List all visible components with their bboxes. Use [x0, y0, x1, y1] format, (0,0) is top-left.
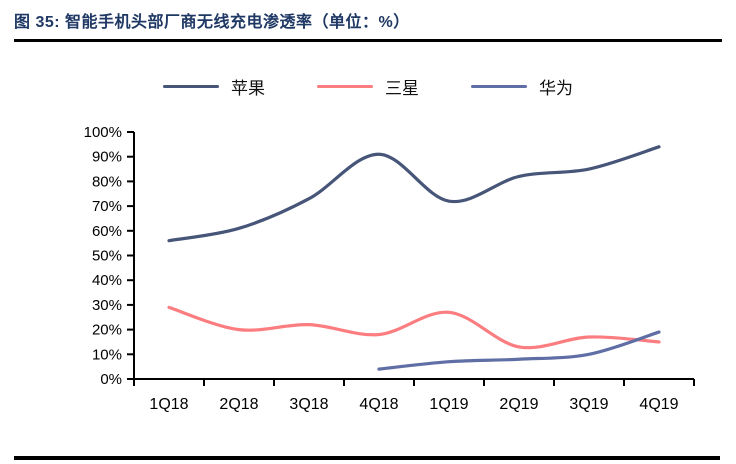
chart-svg: 0% 10% 20% 30% 40% 50% 60% 70% 80% 90% 100% 1Q18 2Q1…	[84, 124, 695, 413]
legend-item-huawei: 华为	[471, 74, 573, 99]
y-tick-label: 50%	[92, 248, 122, 265]
series-line-1	[167, 305, 661, 350]
y-tick-label: 10%	[92, 346, 122, 363]
x-tick-label: 3Q19	[569, 396, 608, 413]
chart-legend: 苹果 三星 华为	[0, 74, 736, 99]
figure-header: 图 35: 智能手机头部厂商无线充电渗透率（单位：%）	[14, 6, 722, 42]
y-tick-label: 30%	[92, 297, 122, 314]
legend-line-swatch-apple	[163, 85, 219, 88]
y-tick-label: 80%	[92, 173, 122, 190]
series-line-2	[377, 330, 661, 371]
x-tick-label: 4Q18	[359, 396, 398, 413]
y-tick-label: 100%	[84, 124, 122, 141]
y-tick-label: 70%	[92, 198, 122, 215]
legend-label-huawei: 华为	[539, 79, 573, 98]
x-tick-label: 3Q18	[289, 396, 328, 413]
legend-item-apple: 苹果	[163, 74, 265, 99]
y-tick-label: 40%	[92, 272, 122, 289]
legend-line-swatch-samsung	[317, 85, 373, 88]
legend-item-samsung: 三星	[317, 74, 419, 99]
y-tick-label: 60%	[92, 223, 122, 240]
bottom-rule	[14, 456, 720, 460]
series-line-0	[167, 145, 661, 243]
x-tick-label: 1Q19	[429, 396, 468, 413]
x-tick-label: 2Q18	[219, 396, 258, 413]
figure-title: 图 35: 智能手机头部厂商无线充电渗透率（单位：%）	[14, 14, 410, 31]
axes	[133, 132, 694, 380]
y-tick-label: 20%	[92, 322, 122, 339]
y-tick-label: 90%	[92, 149, 122, 166]
x-tick-label: 4Q19	[639, 396, 678, 413]
legend-label-apple: 苹果	[231, 79, 265, 98]
x-tick-label: 2Q19	[499, 396, 538, 413]
y-tick-label: 0%	[100, 371, 122, 388]
legend-line-swatch-huawei	[471, 85, 527, 88]
x-tick-label: 1Q18	[149, 396, 188, 413]
legend-label-samsung: 三星	[385, 79, 419, 98]
